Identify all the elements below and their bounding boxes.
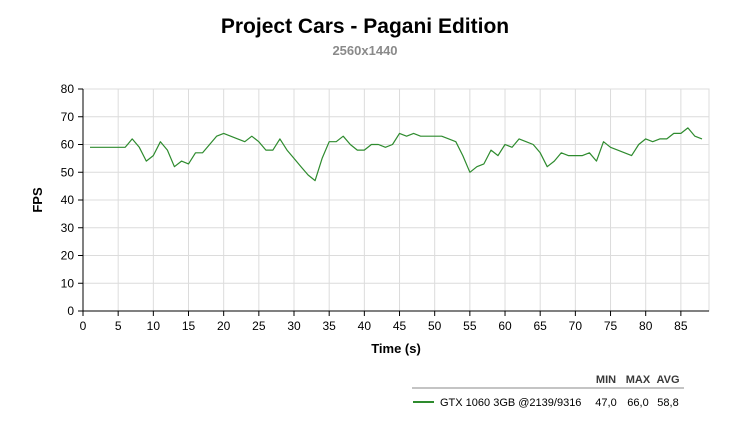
y-axis-label: FPS <box>30 187 45 213</box>
y-tick-label: 50 <box>61 165 75 179</box>
legend-max-value: 66,0 <box>627 397 648 409</box>
chart-title: Project Cars - Pagani Edition <box>221 15 509 38</box>
legend-header-min: MIN <box>596 374 616 386</box>
axes <box>78 88 709 316</box>
y-tick-label: 0 <box>67 304 74 318</box>
x-tick-label: 60 <box>498 319 512 333</box>
x-tick-label: 20 <box>217 319 231 333</box>
x-tick-label: 30 <box>287 319 301 333</box>
x-tick-label: 35 <box>323 319 337 333</box>
series-lines <box>90 127 703 182</box>
y-tick-label: 70 <box>61 110 75 124</box>
legend-avg-value: 58,8 <box>657 397 678 409</box>
x-tick-label: 0 <box>80 319 87 333</box>
x-tick-label: 25 <box>252 319 266 333</box>
y-tick-label: 40 <box>61 193 75 207</box>
tick-labels: 0 5 10 15 20 25 30 35 40 45 50 55 60 65 70 75 80 85 0 10 20 3… <box>61 82 688 333</box>
x-tick-label: 55 <box>463 319 477 333</box>
chart-subtitle: 2560x1440 <box>332 43 397 58</box>
x-tick-label: 65 <box>534 319 548 333</box>
x-tick-label: 75 <box>604 319 618 333</box>
x-tick-label: 70 <box>569 319 583 333</box>
series-line-gtx-1060 <box>90 127 703 182</box>
x-axis-label: Time (s) <box>371 341 421 356</box>
grid <box>83 88 709 311</box>
y-tick-label: 60 <box>61 138 75 152</box>
legend-min-value: 47,0 <box>595 397 616 409</box>
x-tick-label: 80 <box>639 319 653 333</box>
y-tick-label: 20 <box>61 249 75 263</box>
x-tick-label: 85 <box>674 319 688 333</box>
legend-header-max: MAX <box>626 374 651 386</box>
legend: MIN MAX AVG GTX 1060 3GB @2139/9316 47,0… <box>412 374 684 409</box>
x-tick-label: 15 <box>182 319 196 333</box>
y-tick-label: 30 <box>61 221 75 235</box>
x-tick-label: 5 <box>115 319 122 333</box>
legend-header-avg: AVG <box>656 374 679 386</box>
x-tick-label: 45 <box>393 319 407 333</box>
x-tick-label: 50 <box>428 319 442 333</box>
y-tick-label: 10 <box>61 276 75 290</box>
x-tick-label: 10 <box>147 319 161 333</box>
x-tick-label: 40 <box>358 319 372 333</box>
legend-series-name: GTX 1060 3GB @2139/9316 <box>440 397 581 409</box>
y-tick-label: 80 <box>61 82 75 96</box>
